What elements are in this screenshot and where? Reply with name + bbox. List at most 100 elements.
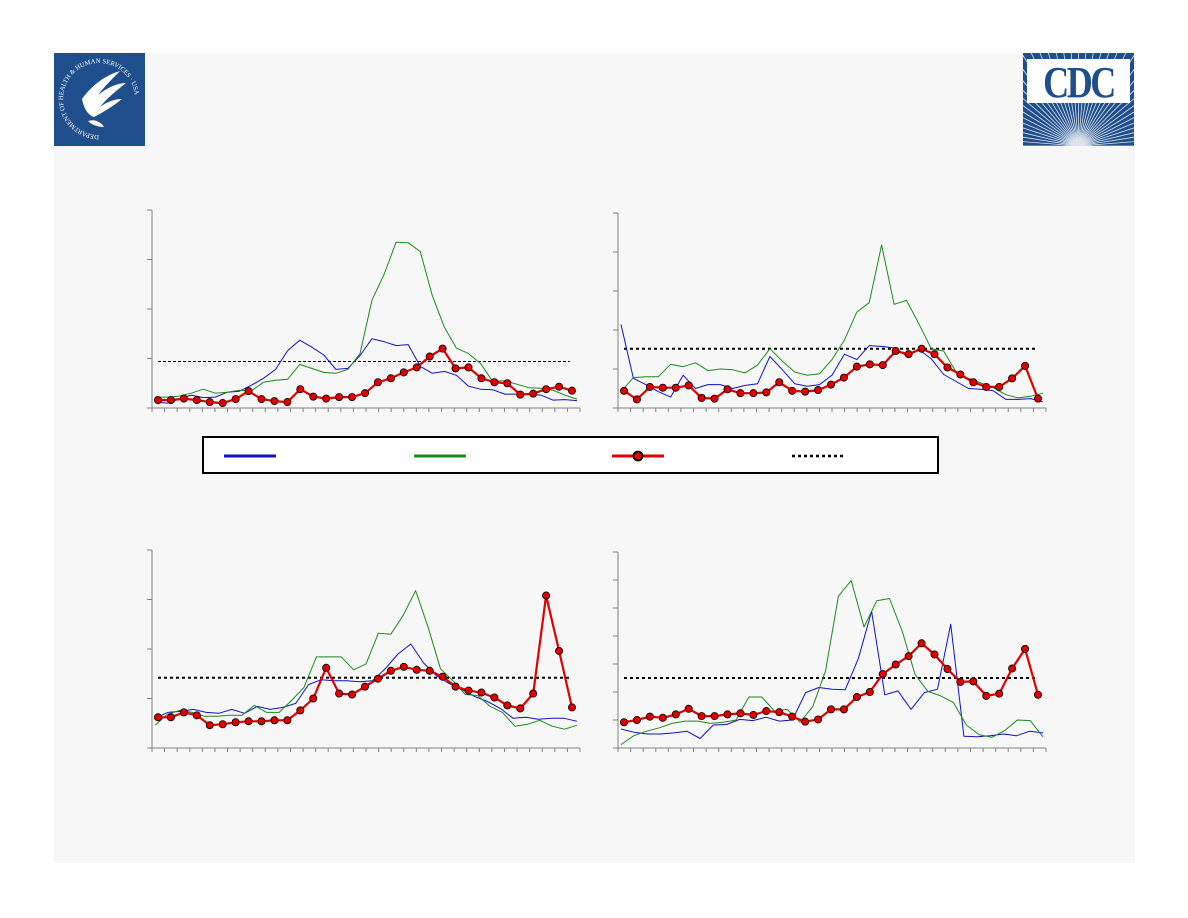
data-point [516, 390, 525, 399]
data-point [348, 690, 357, 699]
data-point [658, 383, 667, 392]
data-point [775, 708, 784, 717]
data-point [710, 394, 719, 403]
series-line-blue [154, 643, 578, 722]
sunburst-ray [1023, 136, 1079, 146]
legend-item-dotted [792, 438, 952, 472]
data-point [917, 344, 926, 353]
data-point [619, 718, 628, 727]
legend-item-green [414, 438, 574, 472]
data-point [839, 373, 848, 382]
data-point [218, 720, 227, 729]
data-point [762, 388, 771, 397]
sunburst-ray [1023, 127, 1079, 146]
data-point [788, 712, 797, 721]
data-point [956, 370, 965, 379]
data-point [969, 378, 978, 387]
sunburst-ray [1023, 98, 1079, 146]
eagle-icon [82, 71, 126, 127]
data-point [1021, 644, 1030, 653]
data-point [826, 380, 835, 389]
data-point [801, 387, 810, 396]
data-point [360, 682, 369, 691]
series-line-blue [154, 338, 578, 404]
data-point [697, 712, 706, 721]
data-point [956, 677, 965, 686]
data-point [438, 344, 447, 353]
chart-legend [202, 436, 939, 474]
data-point [425, 352, 434, 361]
data-point [567, 386, 576, 395]
data-point [749, 389, 758, 398]
data-point [283, 398, 292, 407]
data-point [386, 666, 395, 675]
data-point [464, 363, 473, 372]
data-point [671, 710, 680, 719]
data-point [865, 687, 874, 696]
data-point [542, 591, 551, 600]
data-point [930, 350, 939, 359]
data-point [373, 674, 382, 683]
series-line-green [155, 241, 578, 400]
sunburst-ray [1078, 141, 1134, 146]
data-point [865, 360, 874, 369]
data-point [399, 368, 408, 377]
data-point [736, 389, 745, 398]
data-point [386, 374, 395, 383]
data-point [360, 389, 369, 398]
data-point [542, 385, 551, 394]
data-point [1008, 374, 1017, 383]
data-point [1033, 394, 1042, 403]
chart-bottom-right [613, 551, 1047, 752]
data-point [891, 660, 900, 669]
data-point [723, 385, 732, 394]
data-point [231, 395, 240, 404]
data-point [891, 347, 900, 356]
data-point [632, 395, 641, 404]
data-point [529, 689, 538, 698]
sunburst-ray [1078, 127, 1134, 146]
data-point [153, 713, 162, 722]
data-point [826, 705, 835, 714]
data-point [270, 397, 279, 406]
data-point [814, 386, 823, 395]
data-point [969, 677, 978, 686]
data-point [995, 689, 1004, 698]
data-point [904, 652, 913, 661]
data-point [335, 393, 344, 402]
data-point [231, 718, 240, 727]
data-point [1021, 361, 1030, 370]
data-point [1008, 664, 1017, 673]
legend-item-red [612, 438, 772, 472]
chart-top-left [147, 209, 581, 412]
data-point [438, 672, 447, 681]
sunburst-ray [1078, 89, 1134, 146]
sunburst-ray [1023, 122, 1079, 146]
sunburst-ray [1078, 136, 1134, 146]
data-point [296, 385, 305, 394]
chart-bottom-left [147, 549, 581, 752]
data-point [451, 364, 460, 373]
sunburst-ray [1078, 105, 1134, 146]
data-point [749, 710, 758, 719]
sunburst-ray [1078, 122, 1134, 146]
data-point [684, 381, 693, 390]
data-point [943, 665, 952, 674]
data-point [645, 382, 654, 391]
data-point [477, 688, 486, 697]
series-line-red [623, 347, 1040, 401]
data-point [179, 394, 188, 403]
data-point [995, 382, 1004, 391]
cdc-wordmark-background [1027, 59, 1130, 103]
data-point [218, 399, 227, 408]
cdc-wordmark: CDC [1043, 58, 1114, 107]
data-point [257, 395, 266, 404]
data-point [166, 713, 175, 722]
data-point [904, 350, 913, 359]
data-point [205, 721, 214, 730]
data-point [982, 382, 991, 391]
sunburst-ray [1023, 132, 1079, 146]
data-point [425, 666, 434, 675]
data-point [399, 662, 408, 671]
data-point [477, 374, 486, 383]
